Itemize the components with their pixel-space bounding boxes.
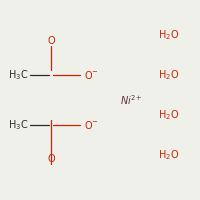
Text: $\mathsf{H_3C}$: $\mathsf{H_3C}$ xyxy=(8,68,28,82)
Text: $\mathsf{H_3C}$: $\mathsf{H_3C}$ xyxy=(8,118,28,132)
Text: O$^{-}$: O$^{-}$ xyxy=(84,119,99,131)
Text: Ni$^{2+}$: Ni$^{2+}$ xyxy=(120,93,143,107)
Text: H$_2$O: H$_2$O xyxy=(158,68,180,82)
Text: H$_2$O: H$_2$O xyxy=(158,108,180,122)
Text: H$_2$O: H$_2$O xyxy=(158,148,180,162)
Text: O: O xyxy=(47,36,55,46)
Text: O$^{-}$: O$^{-}$ xyxy=(84,69,99,81)
Text: H$_2$O: H$_2$O xyxy=(158,28,180,42)
Text: O: O xyxy=(47,154,55,164)
